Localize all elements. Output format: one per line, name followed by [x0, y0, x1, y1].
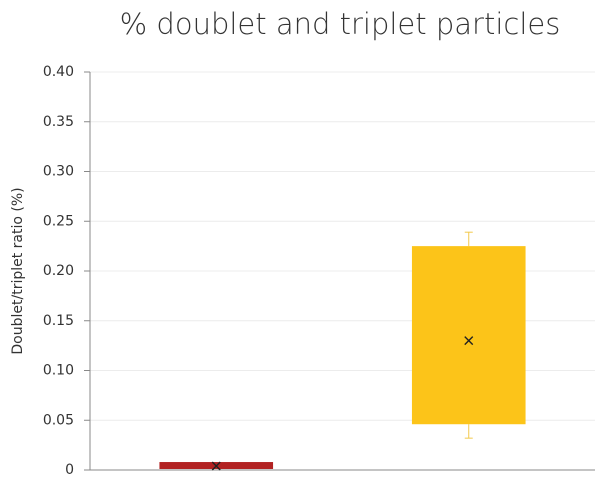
box	[411, 246, 526, 425]
y-tick-label: 0.20	[43, 263, 74, 279]
y-tick-label: 0.15	[43, 313, 74, 329]
mean-marker	[211, 461, 221, 471]
y-tick-label: 0.25	[43, 213, 74, 229]
y-tick-label: 0	[65, 462, 74, 478]
mean-marker	[464, 336, 474, 346]
y-tick-label: 0.40	[43, 64, 74, 80]
chart-title: % doublet and triplet particles	[120, 7, 561, 41]
y-tick-label: 0.35	[43, 114, 74, 130]
y-tick-label: 0.10	[43, 363, 74, 379]
y-tick-label: 0.30	[43, 164, 74, 180]
y-tick-label: 0.05	[43, 412, 74, 428]
y-axis-label: Doublet/triplet ratio (%)	[10, 187, 26, 354]
